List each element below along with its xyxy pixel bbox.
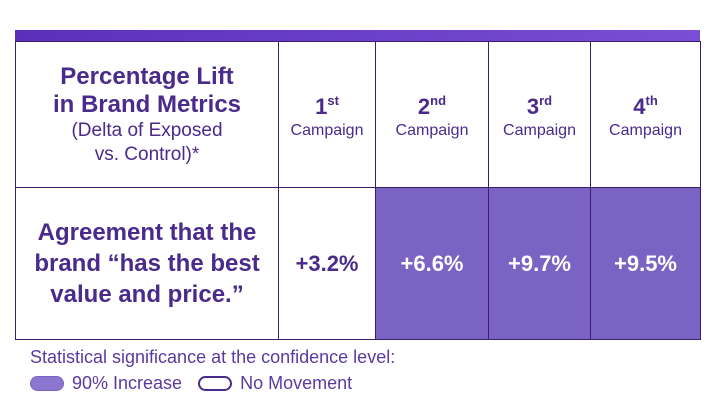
metric-cell: Agreement that the brand “has the best v… xyxy=(15,187,279,340)
campaign-label: Campaign xyxy=(609,121,682,139)
value-campaign-3: +9.7% xyxy=(508,250,571,276)
campaign-ordinal: nd xyxy=(430,92,447,108)
legend-no-movement-label: No Movement xyxy=(240,373,353,393)
campaign-number: 2 xyxy=(417,93,431,119)
legend-increase-label: 90% Increase xyxy=(72,373,183,393)
header-cell: Percentage Lift in Brand Metrics (Delta … xyxy=(15,41,279,188)
legend-title: Statistical significance at the confiden… xyxy=(30,347,396,367)
metric-line2: brand “has the best xyxy=(34,250,260,277)
campaign-label: Campaign xyxy=(290,121,364,139)
header-title-line2: in Brand Metrics xyxy=(52,90,242,118)
campaign-header-2: 2nd Campaign xyxy=(375,41,489,188)
campaign-number: 3 xyxy=(526,93,540,119)
legend: 90% Increase No Movement xyxy=(30,373,352,394)
value-campaign-1: +3.2% xyxy=(295,250,359,276)
campaign-header-3: 3rd Campaign xyxy=(488,41,591,188)
campaign-header-1: 1st Campaign xyxy=(278,41,376,188)
campaign-number: 1 xyxy=(315,93,328,119)
increase-swatch-icon xyxy=(30,376,64,391)
value-cell-2: +6.6% xyxy=(375,187,489,340)
value-campaign-2: +6.6% xyxy=(400,250,464,276)
campaign-ordinal: th xyxy=(645,92,658,108)
campaign-label: Campaign xyxy=(395,121,469,139)
value-cell-1: +3.2% xyxy=(278,187,376,340)
value-cell-3: +9.7% xyxy=(488,187,591,340)
campaign-ordinal: st xyxy=(327,92,339,108)
value-cell-4: +9.5% xyxy=(590,187,701,340)
value-campaign-4: +9.5% xyxy=(614,250,677,276)
campaign-number: 4 xyxy=(633,93,646,119)
header-sub-line2: vs. Control)* xyxy=(94,143,200,165)
metric-line3: value and price.” xyxy=(50,281,244,308)
campaign-label: Campaign xyxy=(503,121,576,139)
campaign-ordinal: rd xyxy=(539,92,553,108)
campaign-header-4: 4th Campaign xyxy=(590,41,701,188)
top-accent-bar xyxy=(15,30,700,41)
header-row: Percentage Lift in Brand Metrics (Delta … xyxy=(15,41,701,188)
brand-lift-table: Percentage Lift in Brand Metrics (Delta … xyxy=(15,41,701,340)
no-movement-swatch-icon xyxy=(198,376,233,391)
header-sub-line1: (Delta of Exposed xyxy=(71,119,223,141)
header-title-line1: Percentage Lift xyxy=(60,62,234,90)
metric-row: Agreement that the brand “has the best v… xyxy=(15,187,701,340)
metric-line1: Agreement that the xyxy=(37,219,257,246)
